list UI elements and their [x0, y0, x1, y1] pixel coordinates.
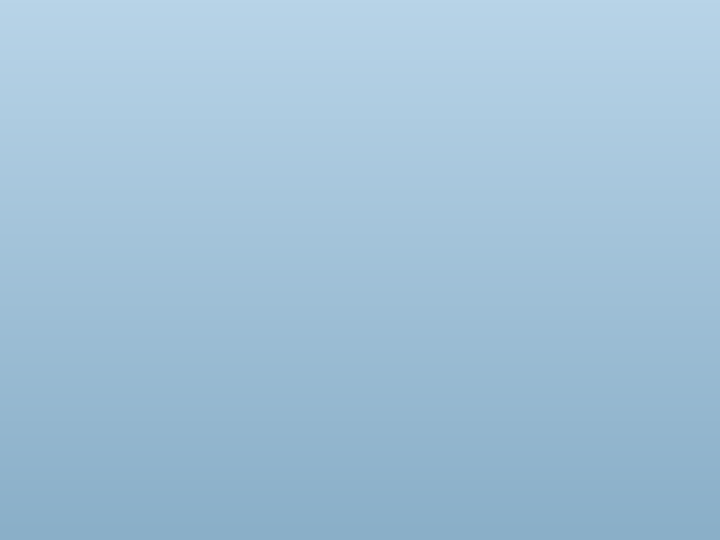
Text: loan-number: loan-number	[390, 265, 466, 278]
FancyBboxPatch shape	[199, 311, 282, 373]
Text: customer-id: customer-id	[123, 281, 194, 294]
Text: amount: amount	[528, 265, 574, 278]
Ellipse shape	[511, 253, 591, 289]
Text: 1..1: 1..1	[434, 322, 458, 335]
Text: Alternative Notation for Cardinality
Limits: Alternative Notation for Cardinality Lim…	[64, 82, 674, 147]
Ellipse shape	[235, 227, 328, 266]
Ellipse shape	[119, 269, 198, 306]
Text: customer-street: customer-street	[234, 240, 329, 253]
Text: customer-name: customer-name	[117, 240, 210, 253]
Ellipse shape	[382, 253, 474, 289]
FancyBboxPatch shape	[112, 219, 626, 447]
FancyBboxPatch shape	[469, 311, 546, 373]
Polygon shape	[325, 287, 423, 397]
Ellipse shape	[236, 269, 328, 306]
Text: customer-city: customer-city	[241, 281, 323, 294]
Text: Cardinality limits can also express participation constraints: Cardinality limits can also express part…	[145, 172, 720, 190]
Text: loan: loan	[494, 336, 521, 349]
Text: customer: customer	[211, 336, 270, 349]
Ellipse shape	[119, 227, 209, 266]
Text: borrower: borrower	[345, 336, 404, 349]
Text: 0..*: 0..*	[292, 322, 313, 335]
Text: ■: ■	[124, 172, 139, 190]
